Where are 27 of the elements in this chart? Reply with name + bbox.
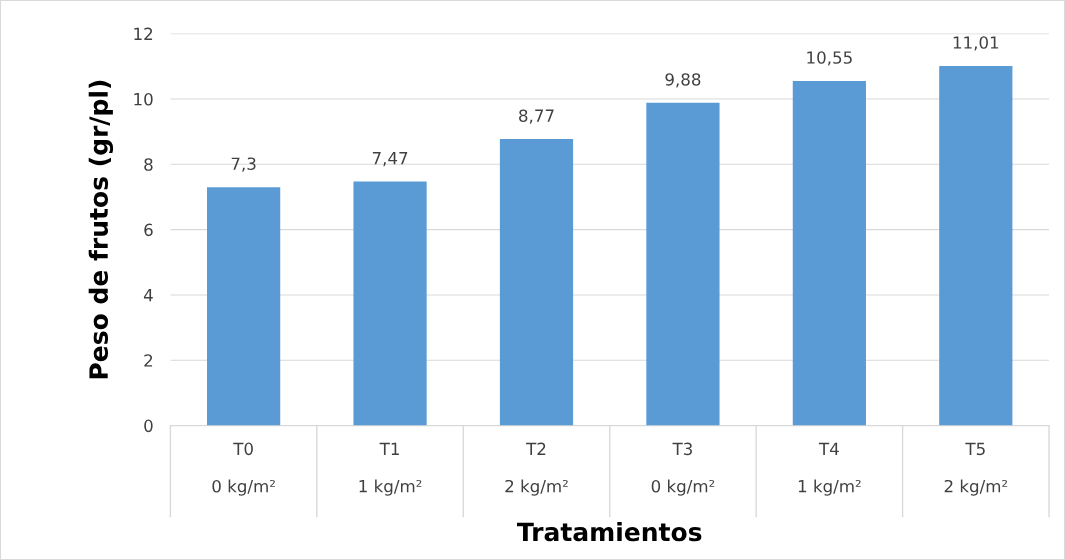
category-label: T5 2 kg/m² — [944, 442, 1008, 496]
y-tick-label: 8 — [144, 158, 153, 171]
bar — [353, 181, 427, 426]
data-label: 7,3 — [231, 157, 256, 172]
category-label: T0 0 kg/m² — [212, 442, 275, 496]
data-label: 8,77 — [519, 109, 554, 124]
y-tick-label: 10 — [134, 92, 153, 106]
data-label: 11,01 — [953, 36, 999, 51]
y-axis-title: Peso de frutos (gr/pl) — [88, 80, 114, 379]
y-tick-label: 2 — [144, 354, 153, 367]
category-label: T3 0 kg/m² — [651, 442, 715, 496]
y-tick-label: 6 — [144, 223, 153, 237]
data-label: 10,55 — [807, 51, 852, 66]
bar — [207, 187, 281, 426]
x-axis-title: Tratamientos — [516, 521, 702, 542]
bar — [939, 65, 1013, 426]
y-tick-label: 0 — [144, 419, 153, 433]
data-label: 9,88 — [665, 73, 701, 88]
category-label: T1 1 kg/m² — [359, 442, 422, 496]
bar — [499, 139, 574, 426]
y-tick-label: 4 — [143, 289, 153, 302]
category-label: T4 1 kg/m² — [798, 442, 861, 496]
bar — [792, 80, 866, 426]
y-tick-label: 12 — [134, 27, 153, 40]
data-label: 7,47 — [372, 152, 408, 167]
category-label: T2 2 kg/m² — [505, 442, 568, 496]
bar — [646, 102, 720, 426]
